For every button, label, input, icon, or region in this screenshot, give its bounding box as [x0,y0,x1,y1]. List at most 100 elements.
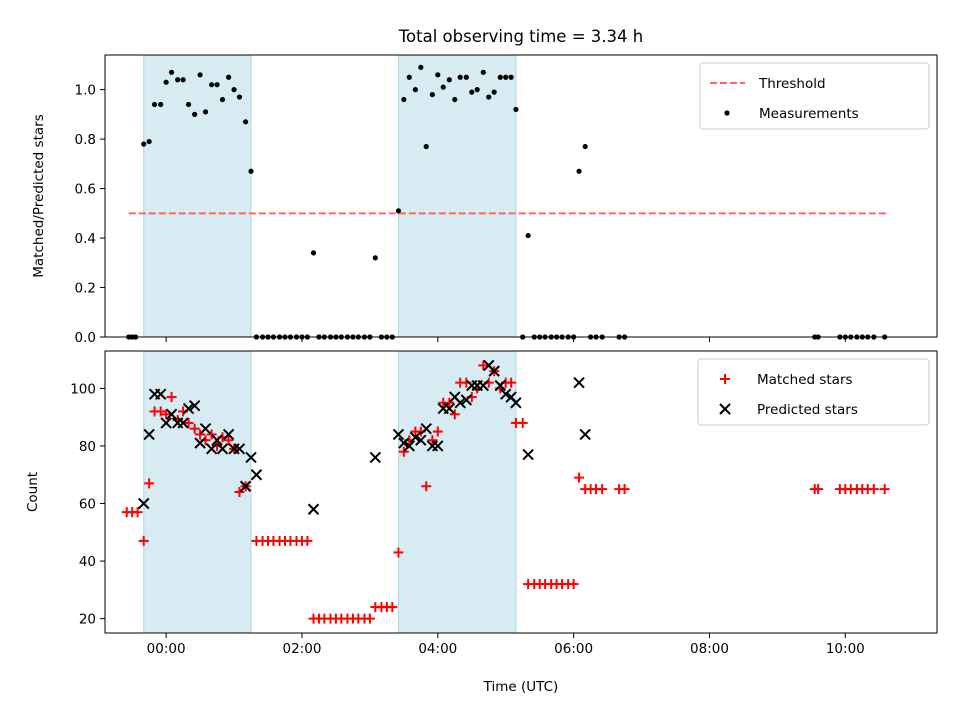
legend-measurements-swatch [724,110,730,116]
data-point [158,101,164,108]
predicted-star-marker [216,443,229,455]
predicted-star-marker [239,480,252,492]
ratio-legend-box [699,62,930,130]
legend-measurements-label: Measurements [759,106,859,122]
data-point [446,77,452,83]
predicted-star-marker [403,440,415,452]
x-axis-label: Time (UTC) [483,679,559,695]
data-point [480,69,486,75]
x-tick-label: 00:00 [147,641,186,657]
ratio-panel: 0.0 0.2 0.4 0.6 0.8 1.0 Total observing time … [31,27,938,346]
data-point [163,79,169,85]
data-point [185,101,192,108]
data-point [463,74,469,80]
data-point [219,96,226,103]
data-point [151,101,158,108]
matched-star-marker [132,507,143,518]
matched-star-marker [444,397,455,408]
chart-title: Total observing time = 3.34 h [398,27,643,46]
y-tick-label: 1.0 [75,83,96,99]
data-point [401,96,407,103]
matched-star-marker [568,579,579,590]
predicted-star-marker [460,394,473,406]
ratio-y-axis-label: Matched/Predicted stars [31,114,47,277]
predicted-star-marker [177,417,189,429]
ratio-y-ticks: 0.0 0.2 0.4 0.6 0.8 1.0 [75,83,105,346]
data-point [226,74,232,80]
shaded-interval [397,54,517,338]
matched-star-marker [387,602,398,613]
predicted-star-marker [494,379,506,392]
legend-predicted-label: Predicted stars [757,402,858,418]
predicted-star-marker [160,417,172,429]
matched-star-marker [879,484,890,495]
data-point [248,168,254,174]
y-tick-label: 100 [70,381,96,397]
data-point [525,232,531,239]
matched-star-marker [195,429,206,440]
predicted-star-marker [392,428,405,441]
matched-star-marker [720,374,730,384]
predicted-star-marker [143,428,155,441]
shaded-interval [143,54,252,338]
ratio-x-ticks [165,337,846,342]
data-point [503,74,509,80]
matched-star-marker [813,484,824,495]
data-point [168,69,175,75]
matched-star-marker [597,484,608,495]
data-point [141,141,147,147]
predicted-star-marker [500,388,512,400]
count-y-ticks: 20 40 60 80 100 [70,381,105,628]
data-point [209,82,215,88]
matched-star-marker [166,392,177,403]
data-point [418,64,424,70]
count-legend: Matched stars Predicted stars [697,358,930,426]
data-point [513,106,519,113]
matched-star-marker [189,423,200,434]
data-point [457,74,463,80]
legend-threshold-label: Threshold [758,76,826,92]
x-tick-label: 04:00 [418,641,457,657]
predicted-star-marker [194,437,206,449]
data-point [486,94,492,100]
predicted-star-marker [573,376,585,389]
data-point [214,82,220,88]
predicted-star-marker [222,428,235,441]
matched-star-marker [302,535,313,546]
predicted-star-marker [250,469,263,481]
predicted-star-marker [432,440,444,452]
y-tick-label: 0.2 [75,281,96,297]
matched-star-marker [364,613,375,624]
predicted-star-marker [233,443,246,455]
predicted-star-marker [245,451,257,464]
matched-star-marker [398,446,409,457]
matched-star-marker [183,417,194,428]
data-point [474,87,480,93]
ratio-shaded-intervals [143,54,517,338]
predicted-star-marker [182,402,195,415]
predicted-star-marker [415,434,427,446]
predicted-star-marker [454,397,466,409]
y-tick-label: 60 [79,497,96,513]
ratio-axes-frame [104,54,938,338]
data-point [242,119,249,125]
predicted-star-marker [188,399,201,412]
shaded-interval [143,350,252,634]
matched-star-marker [206,429,217,440]
y-tick-label: 0.6 [75,182,96,198]
matched-star-marker [432,426,443,437]
predicted-star-marker [579,428,591,441]
matched-star-marker [868,484,879,495]
data-point [146,138,152,145]
count-shaded-intervals [143,350,517,634]
predicted-star-marker [409,431,422,444]
x-tick-label: 06:00 [554,641,593,657]
y-tick-label: 40 [79,554,96,570]
ratio-legend: Threshold Measurements [699,62,930,130]
data-point [452,96,458,103]
data-point [372,255,378,261]
predicted-star-marker [477,379,490,392]
legend-matched-swatch [720,374,730,384]
predicted-star-marker [719,403,731,415]
predicted-star-marker [307,503,320,515]
